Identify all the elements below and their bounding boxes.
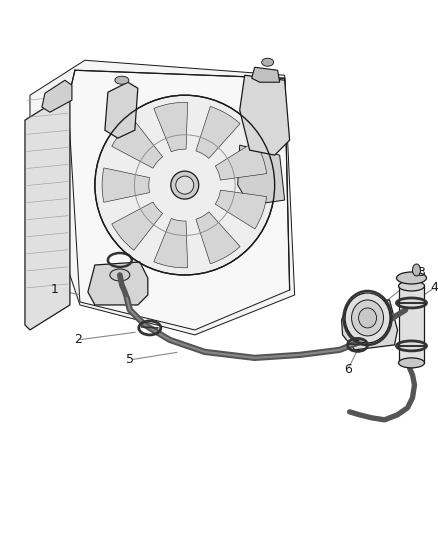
Wedge shape — [215, 141, 267, 180]
Polygon shape — [68, 70, 290, 330]
Polygon shape — [42, 80, 72, 112]
Ellipse shape — [176, 176, 194, 194]
Polygon shape — [30, 60, 295, 335]
Ellipse shape — [345, 293, 390, 343]
Ellipse shape — [352, 300, 384, 336]
Wedge shape — [154, 219, 187, 268]
Ellipse shape — [115, 76, 129, 84]
Polygon shape — [88, 262, 148, 305]
Ellipse shape — [261, 58, 274, 66]
Ellipse shape — [399, 358, 424, 368]
Ellipse shape — [359, 308, 377, 328]
Text: 5: 5 — [126, 353, 134, 366]
Wedge shape — [102, 168, 150, 203]
Ellipse shape — [95, 95, 275, 275]
Text: 6: 6 — [344, 364, 352, 376]
Polygon shape — [105, 82, 138, 138]
Text: 2: 2 — [74, 334, 82, 346]
Polygon shape — [342, 300, 398, 350]
Polygon shape — [399, 286, 424, 363]
Wedge shape — [112, 202, 162, 251]
Text: 3: 3 — [417, 266, 425, 279]
Polygon shape — [252, 67, 279, 82]
Wedge shape — [154, 102, 187, 152]
Ellipse shape — [396, 272, 427, 284]
Ellipse shape — [399, 281, 424, 291]
Text: 4: 4 — [431, 281, 438, 294]
Ellipse shape — [413, 264, 420, 276]
Wedge shape — [112, 120, 162, 168]
Text: 1: 1 — [51, 284, 59, 296]
Ellipse shape — [110, 269, 130, 281]
Wedge shape — [196, 107, 240, 158]
Polygon shape — [238, 145, 285, 205]
Wedge shape — [215, 190, 267, 229]
Ellipse shape — [171, 171, 199, 199]
Polygon shape — [25, 95, 70, 330]
Wedge shape — [196, 212, 240, 264]
Polygon shape — [240, 75, 290, 155]
